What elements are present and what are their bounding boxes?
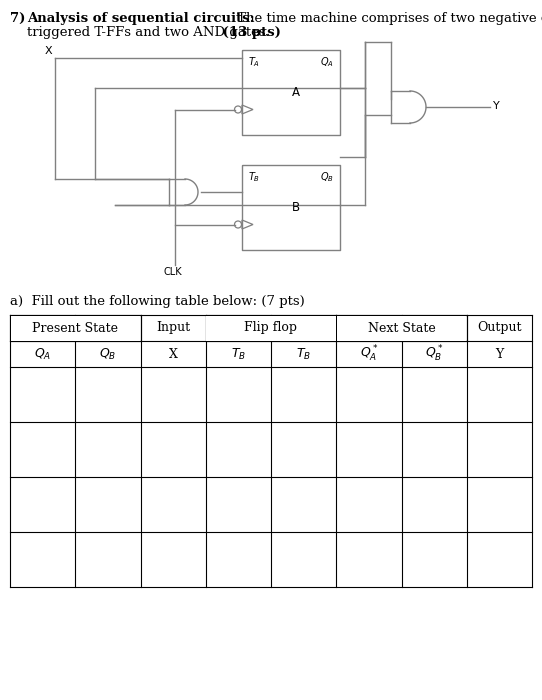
Text: $Q_A$: $Q_A$ [34,346,51,361]
Text: $T_A$: $T_A$ [248,55,260,69]
Text: $T_B$: $T_B$ [248,170,260,184]
Text: $Q_B$: $Q_B$ [320,170,334,184]
Text: a)  Fill out the following table below: (7 pts): a) Fill out the following table below: (… [10,295,305,308]
Text: Output: Output [477,321,521,335]
Text: Flip flop: Flip flop [244,321,298,335]
Text: X: X [44,46,52,56]
Text: Analysis of sequential circuits:: Analysis of sequential circuits: [27,12,255,25]
Text: 7): 7) [10,12,30,25]
Bar [10,316,140,340]
Text: $Q_B$: $Q_B$ [99,346,117,361]
Text: $T_B$: $T_B$ [296,346,311,361]
Text: $Q_B^*$: $Q_B^*$ [425,344,443,364]
Text: The time machine comprises of two negative edge: The time machine comprises of two negati… [233,12,542,25]
Text: Next State: Next State [367,321,435,335]
Text: Y: Y [495,347,504,360]
Text: CLK: CLK [164,267,182,277]
Text: (13 pts): (13 pts) [218,26,281,39]
Text: B: B [292,201,300,214]
Text: A: A [292,86,300,99]
Bar [337,316,466,340]
Text: $Q_A^*$: $Q_A^*$ [359,344,378,364]
Text: Present State: Present State [33,321,118,335]
Text: triggered T-FFs and two AND gates.: triggered T-FFs and two AND gates. [27,26,270,39]
Text: Y: Y [493,101,500,111]
Bar [207,316,335,340]
Text: $T_B$: $T_B$ [231,346,246,361]
Text: X: X [169,347,178,360]
Text: Input: Input [156,321,190,335]
Text: $Q_A$: $Q_A$ [320,55,334,69]
